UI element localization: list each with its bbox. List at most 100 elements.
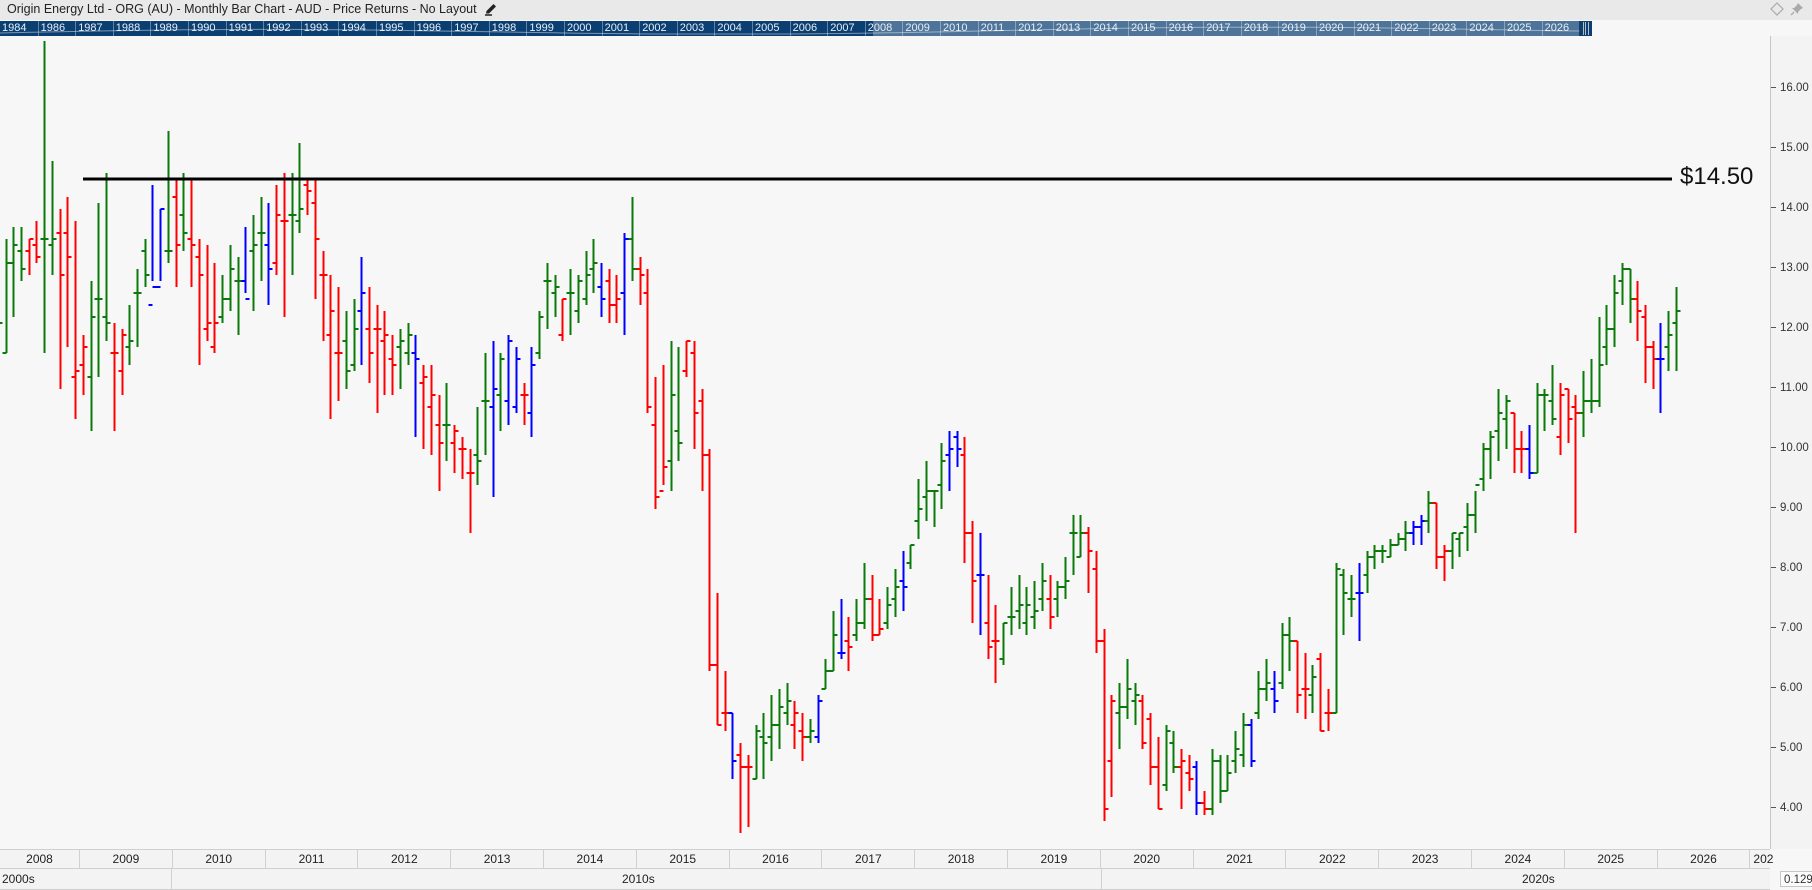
pencil-icon[interactable] <box>483 1 499 17</box>
navigator-year[interactable]: 1992 <box>263 21 301 36</box>
x-year-label: 2012 <box>357 850 450 869</box>
navigator-selected-range[interactable] <box>872 21 1580 36</box>
ohlc-bar <box>1084 527 1093 593</box>
ohlc-bar <box>1200 791 1209 815</box>
ohlc-bar <box>1107 695 1116 797</box>
ohlc-bar <box>1587 359 1596 413</box>
navigator-year[interactable]: 1993 <box>300 21 339 36</box>
navigator-year[interactable]: 2009 <box>902 21 940 36</box>
y-tick-label: 9.00 <box>1771 502 1802 514</box>
x-year-label: 2025 <box>1563 850 1657 869</box>
ohlc-bar <box>875 599 884 636</box>
navigator-year[interactable]: 2007 <box>827 21 865 36</box>
time-axis-years[interactable]: 2008 2009 2010 2011 2012 2013 2014 2015 2016 2017… <box>0 849 1773 869</box>
ohlc-bar <box>1370 545 1379 569</box>
ohlc-bar <box>264 203 273 305</box>
ohlc-bar <box>1069 515 1078 575</box>
ohlc-bar <box>148 185 157 306</box>
navigator-year[interactable]: 2004 <box>714 21 752 36</box>
ohlc-bar <box>504 335 513 425</box>
navigator-year[interactable]: 2008 <box>864 21 903 36</box>
ohlc-bar <box>643 269 652 413</box>
navigator-year[interactable]: 2024 <box>1466 21 1504 36</box>
navigator-year[interactable]: 2026 <box>1541 21 1580 36</box>
ohlc-bar <box>1169 731 1178 773</box>
navigator-year[interactable]: 2011 <box>977 21 1016 36</box>
navigator-year[interactable]: 2005 <box>752 21 790 36</box>
ohlc-bar <box>821 659 830 690</box>
ohlc-bar <box>234 257 243 335</box>
navigator-year[interactable]: 2013 <box>1052 21 1091 36</box>
time-axis-decades[interactable]: 2000s 2010s 2020s <box>0 869 1770 890</box>
navigator-year[interactable]: 2014 <box>1090 21 1128 36</box>
ohlc-bar <box>566 269 575 335</box>
navigator-year[interactable]: 1996 <box>413 21 452 36</box>
navigator-year[interactable]: 2000 <box>564 21 602 36</box>
navigator-year[interactable]: 1995 <box>376 21 414 36</box>
ohlc-bar <box>1347 575 1356 617</box>
ohlc-bar <box>1092 551 1101 653</box>
navigator-year[interactable]: 2001 <box>601 21 640 36</box>
navigator-year[interactable]: 2025 <box>1504 21 1542 36</box>
navigator-year[interactable]: 2023 <box>1428 21 1467 36</box>
pin-icon[interactable] <box>1790 2 1804 19</box>
ohlc-bar <box>1177 749 1186 809</box>
navigator-year[interactable]: 2020 <box>1316 21 1354 36</box>
diamond-icon[interactable] <box>1770 1 1784 19</box>
ohlc-bar <box>1440 545 1449 581</box>
navigator-year[interactable]: 2012 <box>1015 21 1053 36</box>
navigator-year[interactable]: 2006 <box>789 21 828 36</box>
ohlc-bar <box>829 611 838 672</box>
navigator-year[interactable]: 2018 <box>1240 21 1279 36</box>
navigator-year[interactable]: 2022 <box>1391 21 1429 36</box>
navigator-year[interactable]: 2019 <box>1278 21 1316 36</box>
ohlc-bar <box>125 305 134 365</box>
navigator-year[interactable]: 1998 <box>488 21 527 36</box>
navigator-year[interactable]: 2016 <box>1165 21 1204 36</box>
navigator-year[interactable]: 1986 <box>37 21 76 36</box>
navigator-year[interactable]: 1999 <box>526 21 564 36</box>
ohlc-bar <box>1564 388 1573 443</box>
navigator-year[interactable]: 1991 <box>225 21 264 36</box>
ohlc-bar <box>79 335 88 395</box>
ohlc-bar <box>411 335 420 437</box>
navigator-resize-handle[interactable] <box>1583 22 1590 35</box>
ohlc-bar <box>1656 323 1665 413</box>
ohlc-bar <box>520 383 529 425</box>
navigator-year[interactable]: 1994 <box>338 21 376 36</box>
navigator-year[interactable]: 1997 <box>451 21 489 36</box>
ohlc-bar <box>945 431 954 491</box>
ohlc-bar <box>636 257 645 305</box>
navigator-year[interactable]: 1988 <box>112 21 151 36</box>
chart-plot-area[interactable]: $14.50 <box>0 36 1770 849</box>
ohlc-bar <box>17 227 26 281</box>
navigator-year[interactable]: 2021 <box>1353 21 1392 36</box>
navigator-year[interactable]: 2015 <box>1128 21 1166 36</box>
navigator-year[interactable]: 1984 <box>2 22 27 34</box>
ohlc-bar <box>1378 545 1387 563</box>
ohlc-bar <box>991 605 1000 683</box>
ohlc-bar <box>1270 671 1279 713</box>
navigator-year[interactable]: 1990 <box>188 21 226 36</box>
navigator-year[interactable]: 1987 <box>75 21 113 36</box>
ohlc-bar <box>620 233 629 335</box>
navigator-year[interactable]: 1989 <box>150 21 188 36</box>
y-tick-label: 10.00 <box>1771 442 1809 454</box>
ohlc-bar <box>32 221 41 263</box>
ohlc-bar <box>574 275 583 323</box>
ohlc-bar <box>1216 755 1225 803</box>
zoom-value-field[interactable]: 0.1292 <box>1780 871 1812 887</box>
navigator-year[interactable]: 2017 <box>1203 21 1241 36</box>
ohlc-bar <box>1247 719 1256 767</box>
navigator-year[interactable]: 2010 <box>940 21 978 36</box>
navigator-year[interactable]: 2002 <box>639 21 677 36</box>
time-navigator[interactable]: 1984 1986 1987 1988 1989 1990 1991 1992 1993 1994… <box>0 21 1592 36</box>
price-axis[interactable]: 16.00 15.00 14.00 13.00 12.00 11.00 10.00 9.00 8… <box>1770 36 1812 849</box>
ohlc-bar <box>1494 389 1503 461</box>
ohlc-bar <box>1533 383 1542 474</box>
ohlc-bar <box>1185 755 1194 791</box>
ohlc-bar <box>365 287 374 383</box>
ohlc-bar <box>1463 503 1472 551</box>
navigator-year[interactable]: 2003 <box>676 21 715 36</box>
ohlc-bar <box>883 587 892 629</box>
